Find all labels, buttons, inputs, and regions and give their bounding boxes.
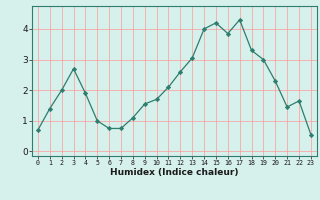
X-axis label: Humidex (Indice chaleur): Humidex (Indice chaleur) [110, 168, 239, 177]
